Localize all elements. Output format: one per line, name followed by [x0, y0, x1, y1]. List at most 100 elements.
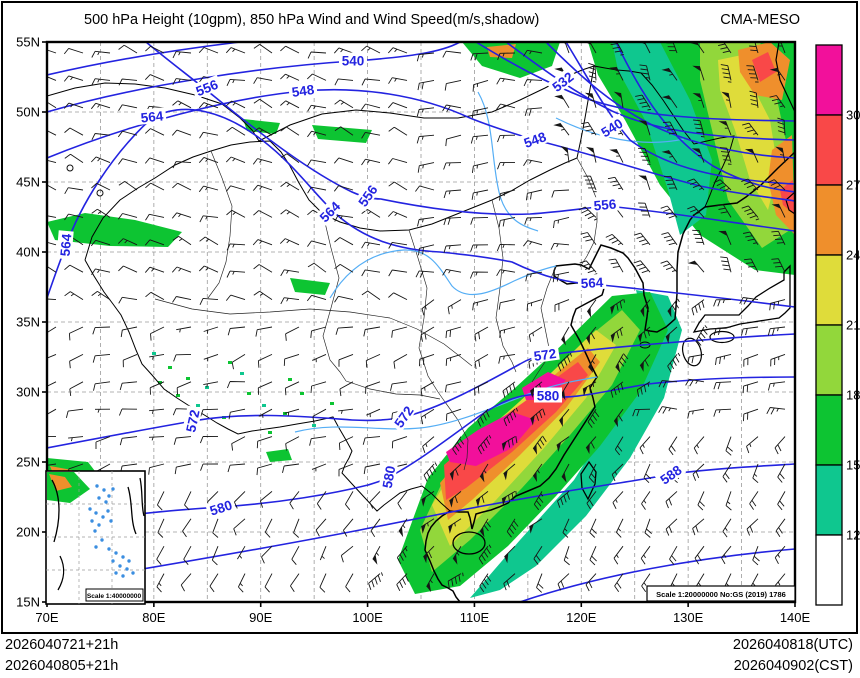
river: [329, 249, 557, 299]
inset-island-dot: [111, 487, 115, 491]
country-border: [576, 65, 735, 208]
contour-label: 580: [534, 387, 562, 404]
colorbar-tick-label: 21: [846, 318, 860, 333]
svg-text:564: 564: [580, 275, 604, 291]
contour-label: 548: [287, 80, 318, 100]
colorbar-segment: [815, 324, 843, 396]
svg-text:580: 580: [208, 497, 234, 518]
contour-labels: 5405485565645325405485565645565645725725…: [56, 52, 687, 519]
wind-speed-shading: [47, 42, 795, 598]
lat-tick-label: 35N: [16, 315, 40, 330]
svg-text:564: 564: [140, 108, 164, 125]
lat-tick-label: 40N: [16, 245, 40, 260]
colorbar-segment: [815, 184, 843, 256]
wind-shading-region: [718, 55, 778, 210]
shikoku-island: [709, 330, 735, 344]
inset-island-dot: [97, 523, 101, 527]
colorbar-tick-label: 27: [846, 178, 860, 193]
wind-shading-region: [446, 412, 536, 466]
wind-shading-region: [487, 44, 516, 58]
lat-tick-label: 45N: [16, 175, 40, 190]
lat-tick-label: 15N: [16, 595, 40, 610]
inset-island-dot: [102, 488, 106, 492]
map-dynamic-layers: 5405485565645325405485565645565645725725…: [16, 35, 860, 626]
wind-shading-region: [266, 449, 292, 462]
height-contour: [47, 42, 461, 113]
lon-tick-label: 70E: [35, 610, 58, 625]
inset-scale-label: Scale 1:40000000: [87, 593, 142, 600]
svg-text:580: 580: [380, 465, 399, 490]
inset-island-dot: [93, 529, 97, 533]
inset-island-dot: [121, 555, 125, 559]
init-time-cst: 2026040805+21h: [5, 658, 119, 674]
country-border: [84, 140, 578, 261]
svg-text:580: 580: [537, 389, 560, 404]
inset-island-dot: [107, 494, 111, 498]
coastline: [785, 191, 795, 215]
lat-tick-label: 20N: [16, 525, 40, 540]
height-contour: [47, 42, 241, 76]
inset-island-dot: [107, 547, 111, 551]
inset-island-dot: [127, 559, 131, 563]
model-name: CMA-MESO: [720, 12, 800, 28]
wind-shading-region: [462, 42, 560, 78]
colorbar-tick-label: 12: [846, 528, 860, 543]
colorbar-segment: [815, 464, 843, 536]
province-border: [389, 317, 473, 367]
inset-coastline: [127, 486, 137, 535]
taiwan-island: [580, 460, 597, 501]
contour-label: 588: [654, 460, 687, 489]
height-contour: [145, 42, 795, 232]
lat-tick-label: 50N: [16, 105, 40, 120]
south-china-sea-inset: [45, 470, 146, 605]
lon-tick-label: 120E: [566, 610, 597, 625]
svg-text:556: 556: [593, 197, 617, 214]
inset-island-dot: [109, 519, 113, 523]
map-overlay: Scale 1:20000000 No:GS (2019) 1786 Scale…: [85, 585, 796, 602]
height-contour: [519, 548, 795, 602]
inset-coastline: [57, 555, 65, 591]
colorbar-segment: [815, 394, 843, 466]
hainan-island: [452, 531, 486, 555]
inset-island-dot: [111, 559, 115, 563]
inset-island-dot: [97, 496, 101, 500]
colorbar-segment: [815, 534, 843, 606]
inset-island-dot: [100, 538, 104, 542]
inset-island-dot: [94, 545, 98, 549]
height-contour: [47, 463, 795, 586]
inset-island-dot: [90, 519, 94, 523]
country-border: [47, 82, 260, 142]
inset-island-dot: [104, 500, 108, 504]
wind-shading-region: [768, 135, 795, 235]
contour-label: 572: [181, 405, 203, 437]
svg-text:548: 548: [291, 82, 316, 100]
contour-label: 564: [577, 273, 607, 291]
wind-barbs: [47, 42, 786, 593]
contour-label: 572: [529, 344, 560, 364]
wind-shading-region: [612, 42, 712, 235]
province-border: [154, 298, 391, 319]
map-scale-label: Scale 1:20000000 No:GS (2019) 1786: [656, 590, 786, 599]
wind-shading-region: [752, 52, 776, 82]
contour-label: 580: [378, 461, 399, 492]
inset-island-dot: [106, 509, 110, 513]
svg-text:540: 540: [342, 54, 365, 69]
contour-label: 580: [205, 495, 237, 519]
svg-text:564: 564: [58, 233, 75, 257]
colorbar: 30 27 24 21 18 15 12: [815, 44, 860, 606]
province-border: [408, 229, 446, 403]
lon-tick-label: 100E: [352, 610, 383, 625]
inset-island-dot: [94, 511, 98, 515]
inset-coastline: [139, 477, 145, 517]
inset-island-dot: [88, 507, 92, 511]
province-border: [491, 199, 517, 373]
map-scale-box: Scale 1:20000000 No:GS (2019) 1786: [646, 585, 796, 602]
lon-tick-label: 140E: [780, 610, 811, 625]
svg-text:572: 572: [533, 346, 557, 364]
river: [555, 117, 685, 143]
province-border: [531, 265, 557, 383]
colorbar-tick-label: 15: [846, 458, 860, 473]
wind-shading-region: [290, 278, 330, 295]
